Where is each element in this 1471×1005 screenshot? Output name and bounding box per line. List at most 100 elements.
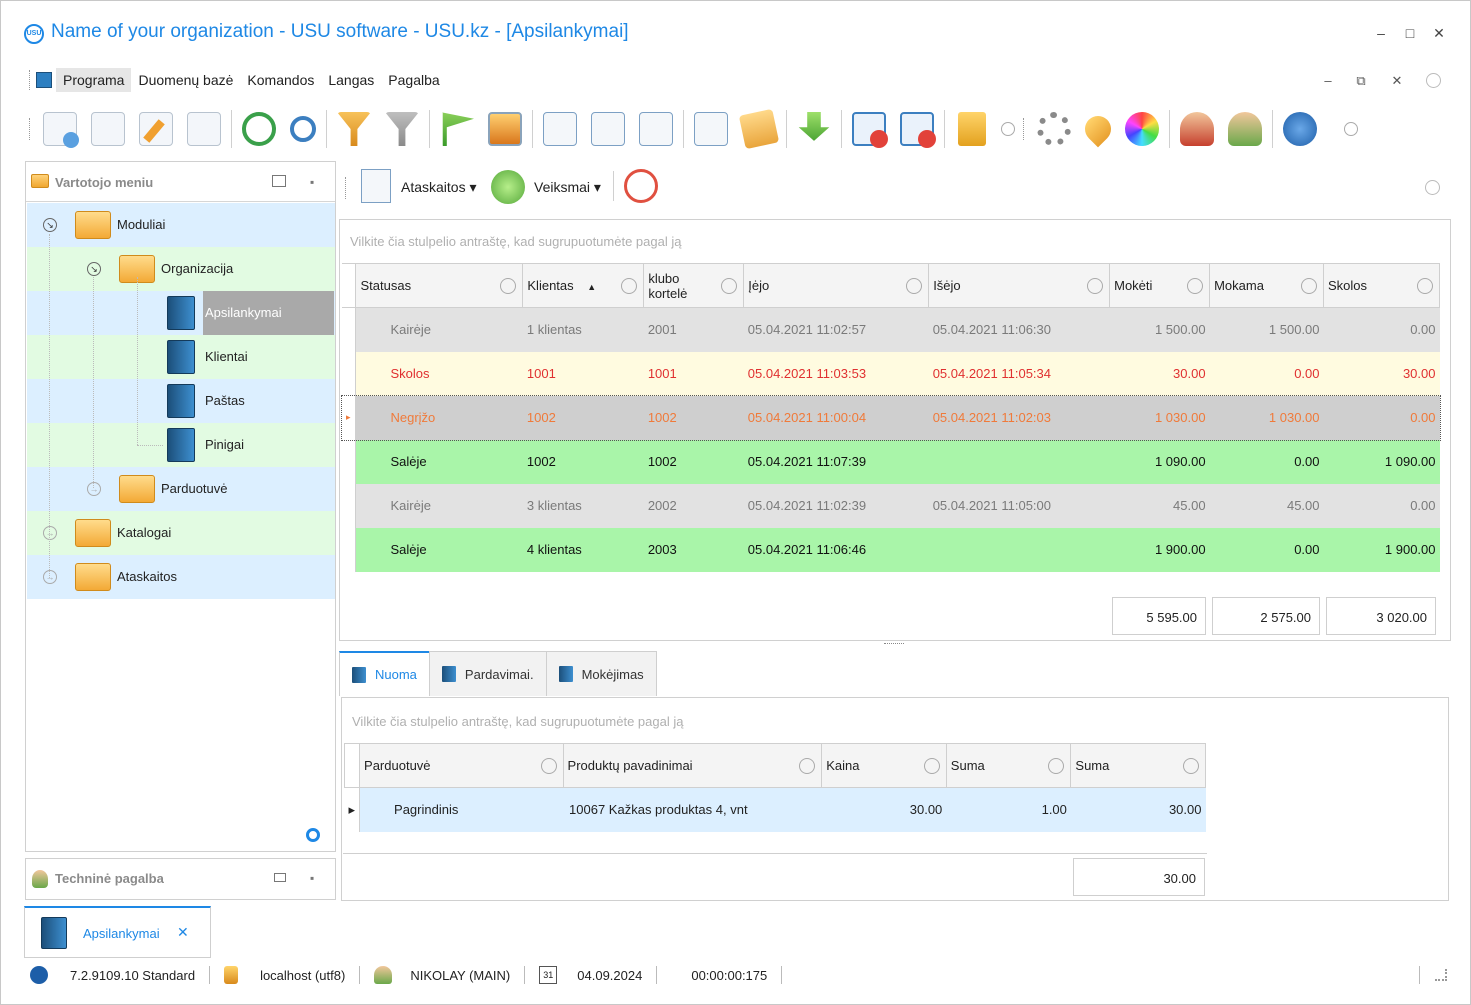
users-group-icon[interactable] xyxy=(1228,112,1262,146)
float-panel-icon[interactable] xyxy=(272,175,286,187)
document-tab-close-button[interactable]: ✕ xyxy=(177,924,189,940)
menubar-options-icon[interactable] xyxy=(1426,73,1441,88)
table-row[interactable]: Kairėje 3 klientas 2002 05.04.2021 11:02:39… xyxy=(342,483,1440,528)
toolbar-options-icon[interactable] xyxy=(1001,122,1015,136)
toolbar-grip[interactable] xyxy=(29,118,32,140)
info-icon[interactable] xyxy=(1283,112,1317,146)
col-header-produktu-pavadinimai[interactable]: Produktų pavadinimai xyxy=(562,743,823,788)
expand-icon[interactable]: → xyxy=(87,482,101,496)
search-icon[interactable] xyxy=(290,116,316,142)
close-all-windows-icon[interactable] xyxy=(900,112,936,148)
col-header-iejo[interactable]: Įėjo xyxy=(743,263,930,308)
sub-group-by-area[interactable]: Vilkite čia stulpelio antraštę, kad sugr… xyxy=(341,697,1449,741)
search-icon[interactable] xyxy=(306,828,320,842)
pin-icon[interactable]: ▪ xyxy=(310,175,315,189)
filter-icon[interactable] xyxy=(540,758,557,774)
col-header-suma-1[interactable]: Suma xyxy=(945,743,1072,788)
filter-icon[interactable] xyxy=(906,278,923,294)
tree-item-pastas[interactable]: Paštas xyxy=(27,379,335,423)
filter-icon[interactable] xyxy=(923,758,940,774)
edit-record-icon[interactable] xyxy=(139,112,173,146)
tree-item-klientai[interactable]: Klientai xyxy=(27,335,335,379)
close-window-icon[interactable] xyxy=(852,112,888,148)
refresh-icon[interactable] xyxy=(242,112,276,146)
filter-icon[interactable] xyxy=(1183,758,1199,774)
col-header-moketi[interactable]: Mokėti xyxy=(1109,263,1211,308)
col-header-klubo-kortele[interactable]: klubo kortelė xyxy=(643,263,745,308)
tab-pardavimai[interactable]: Pardavimai. xyxy=(428,651,547,696)
download-icon[interactable] xyxy=(798,112,830,141)
menu-programa[interactable]: Programa xyxy=(56,68,132,92)
collapse-icon[interactable]: ↘ xyxy=(43,218,57,232)
table-row[interactable]: ▸ Negrįžo 1002 1002 05.04.2021 11:00:04 05.04… xyxy=(341,394,1441,441)
add-row-icon[interactable] xyxy=(694,112,728,146)
report-icon[interactable] xyxy=(361,169,391,203)
col-header-skolos[interactable]: Skolos xyxy=(1323,263,1440,308)
minimize-button[interactable]: – xyxy=(1377,25,1385,41)
expand-icon[interactable]: → xyxy=(43,570,57,584)
filter-icon[interactable] xyxy=(799,758,816,774)
maximize-panel-icon[interactable] xyxy=(274,873,286,882)
mdi-minimize-button[interactable]: – xyxy=(1324,73,1332,88)
menubar-grip[interactable] xyxy=(29,70,32,90)
col-header-statusas[interactable]: Statusas xyxy=(355,263,524,308)
mdi-close-button[interactable]: ✕ xyxy=(1391,73,1403,88)
pin-icon[interactable]: ▪ xyxy=(310,871,315,885)
filter-icon[interactable] xyxy=(1187,278,1204,294)
actions-dropdown[interactable]: Veiksmai ▾ xyxy=(534,179,601,195)
user-settings-icon[interactable] xyxy=(1180,112,1214,146)
col-header-kaina[interactable]: Kaina xyxy=(821,743,947,788)
insert-column-icon[interactable] xyxy=(543,112,577,146)
expand-icon[interactable]: → xyxy=(43,526,57,540)
tree-item-parduotuve[interactable]: → Parduotuvė xyxy=(27,467,335,511)
resize-grip-icon[interactable] xyxy=(1435,969,1447,981)
tab-nuoma[interactable]: Nuoma xyxy=(339,651,430,696)
col-header-klientas[interactable]: Klientas ▲ xyxy=(522,263,645,308)
toolbar-options-icon-2[interactable] xyxy=(1344,122,1358,136)
tree-item-organizacija[interactable]: ↘ Organizacija xyxy=(27,247,335,291)
table-row[interactable]: Skolos 1001 1001 05.04.2021 11:03:53 05.04.2… xyxy=(342,351,1440,396)
col-header-mokama[interactable]: Mokama xyxy=(1209,263,1325,308)
menu-komandos[interactable]: Komandos xyxy=(247,72,315,88)
group-by-area[interactable]: Vilkite čia stulpelio antraštę, kad sugr… xyxy=(339,219,1451,261)
filter-icon[interactable] xyxy=(1087,278,1104,294)
menu-pagalba[interactable]: Pagalba xyxy=(388,72,440,88)
collapse-tree-icon[interactable] xyxy=(639,112,673,146)
menu-langas[interactable]: Langas xyxy=(328,72,375,88)
close-button[interactable]: ✕ xyxy=(1433,25,1445,41)
collapse-icon[interactable]: ↘ xyxy=(87,262,101,276)
document-tab-apsilankymai[interactable]: Apsilankymai ✕ xyxy=(24,906,211,958)
toolbar-options-icon[interactable] xyxy=(1425,180,1440,195)
filter-icon[interactable] xyxy=(1417,278,1433,294)
filter-icon[interactable] xyxy=(337,112,371,146)
col-header-suma-2[interactable]: Suma xyxy=(1070,743,1206,788)
toolbar-grip-2[interactable] xyxy=(1023,118,1026,140)
filter-icon[interactable] xyxy=(1301,278,1318,294)
maximize-button[interactable]: □ xyxy=(1405,25,1415,41)
settings-gear-icon[interactable] xyxy=(1037,112,1071,146)
tree-item-ataskaitos[interactable]: → Ataskaitos xyxy=(27,555,335,599)
copy-record-icon[interactable] xyxy=(91,112,125,146)
filter-icon[interactable] xyxy=(721,278,738,294)
splitter-handle[interactable] xyxy=(884,643,904,646)
flag-icon[interactable] xyxy=(440,112,474,146)
toolbar-grip[interactable] xyxy=(345,177,348,199)
actions-arrow-icon[interactable] xyxy=(491,170,525,204)
table-row[interactable]: Salėje 1002 1002 05.04.2021 11:07:39 1 090.0… xyxy=(342,439,1440,484)
filter-settings-icon[interactable] xyxy=(385,112,419,146)
color-wheel-icon[interactable] xyxy=(1125,112,1159,146)
menu-duomenu-baze[interactable]: Duomenų bazė xyxy=(138,72,234,88)
tree-item-pinigai[interactable]: Pinigai xyxy=(27,423,335,467)
col-header-isejo[interactable]: Išėjo xyxy=(928,263,1111,308)
tree-item-apsilankymai[interactable]: Apsilankymai xyxy=(27,291,335,335)
table-row[interactable]: Kairėje 1 klientas 2001 05.04.2021 11:02:57… xyxy=(342,307,1440,352)
clock-icon[interactable] xyxy=(624,169,658,203)
add-record-icon[interactable] xyxy=(43,112,79,148)
notes-icon[interactable] xyxy=(738,108,780,150)
table-row[interactable]: ▸ Pagrindinis 10067 Kažkas produktas 4, … xyxy=(344,787,1206,832)
image-icon[interactable] xyxy=(488,112,522,146)
lock-icon[interactable] xyxy=(958,112,986,146)
tree-item-katalogai[interactable]: → Katalogai xyxy=(27,511,335,555)
mdi-restore-button[interactable]: ⧉ xyxy=(1356,73,1366,88)
col-header-parduotuve[interactable]: Parduotuvė xyxy=(359,743,564,788)
